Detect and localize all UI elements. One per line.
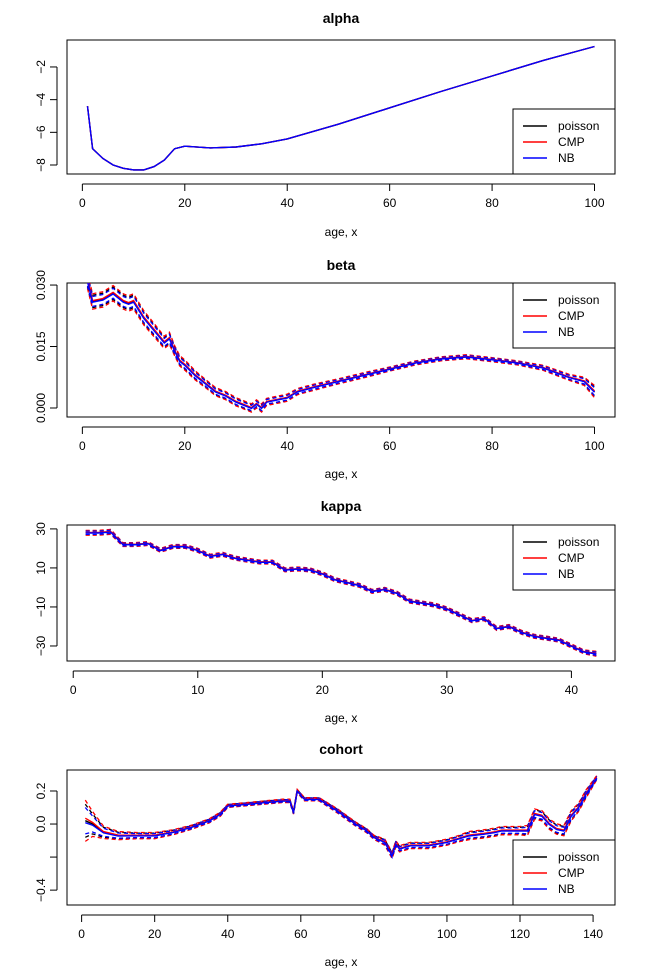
y-tick-label: 0.000	[34, 393, 48, 423]
panel-title: alpha	[323, 10, 360, 26]
x-tick-label: 60	[294, 927, 308, 941]
CMP-lower-band	[85, 533, 597, 657]
plot-frame	[66, 39, 616, 175]
y-tick-label: −6	[34, 125, 48, 139]
y-tick-label: −8	[34, 158, 48, 172]
CMP-upper-band	[85, 528, 597, 652]
x-tick-label: 40	[281, 196, 295, 210]
series-group	[86, 283, 596, 414]
series-group	[84, 775, 598, 861]
x-tick-label: 120	[510, 927, 530, 941]
legend-label: poisson	[558, 850, 599, 864]
NB-lower-band	[85, 532, 597, 656]
legend-label: CMP	[558, 866, 585, 880]
panel-kappa: kappa age, x 0 10 20 30 40 −30 −10 10 30 poisson CMP…	[34, 498, 616, 725]
x-tick-label: 40	[565, 683, 579, 697]
x-tick-label: 80	[485, 196, 499, 210]
legend-label: poisson	[558, 119, 599, 133]
x-tick-label: 20	[178, 439, 192, 453]
x-tick-label: 80	[367, 927, 381, 941]
x-tick-label: 0	[79, 439, 86, 453]
x-axis-label: age, x	[325, 711, 358, 725]
panel-title: cohort	[319, 741, 363, 757]
x-axis-label: age, x	[325, 225, 358, 239]
x-tick-label: 0	[78, 927, 85, 941]
NB-lower-band	[85, 778, 598, 860]
y-tick-label: −30	[34, 635, 48, 656]
NB-lower-band	[86, 285, 595, 412]
x-tick-label: 0	[79, 196, 86, 210]
y-tick-label: −10	[34, 596, 48, 617]
y-tick-label: −2	[34, 60, 48, 74]
y-tick-label: 0.0	[34, 815, 48, 832]
x-tick-label: 40	[221, 927, 235, 941]
legend-label: NB	[558, 325, 575, 339]
panel-title: beta	[327, 257, 356, 273]
x-tick-label: 20	[148, 927, 162, 941]
legend-label: poisson	[558, 293, 599, 307]
NB-upper-band	[88, 283, 595, 407]
x-tick-label: 20	[316, 683, 330, 697]
NB-series-line	[85, 531, 597, 655]
x-axis-label: age, x	[325, 955, 358, 969]
series-group	[85, 528, 597, 657]
NB-series-line	[85, 777, 598, 858]
legend-label: NB	[558, 151, 575, 165]
plot-frame	[66, 282, 616, 418]
x-tick-label: 20	[178, 196, 192, 210]
x-tick-label: 100	[584, 439, 604, 453]
x-tick-label: 0	[70, 683, 77, 697]
y-tick-label: 0.030	[34, 270, 48, 300]
panel-alpha: alpha age, x 0 20 40 60 80 100 −8 −6 −4 −2 poisson CM…	[34, 10, 616, 239]
CMP-lower-band	[86, 288, 596, 414]
panel-beta: beta age, x 0 20 40 60 80 100 0.000 0.015 0.030 poi…	[34, 257, 616, 481]
x-tick-label: 60	[383, 439, 397, 453]
NB-upper-band	[85, 529, 597, 653]
NB-series-line	[86, 45, 595, 171]
NB-series-line	[87, 283, 596, 410]
CMP-upper-band	[84, 775, 598, 854]
x-tick-label: 100	[437, 927, 457, 941]
legend-label: CMP	[558, 135, 585, 149]
series-group	[86, 45, 595, 171]
legend-label: CMP	[558, 309, 585, 323]
y-tick-label: 10	[34, 561, 48, 575]
x-tick-label: 10	[191, 683, 205, 697]
y-tick-label: −4	[34, 92, 48, 106]
y-tick-label: −0.4	[34, 878, 48, 902]
plot-frame	[66, 769, 616, 906]
legend: poisson CMP NB	[512, 839, 616, 906]
x-tick-label: 40	[281, 439, 295, 453]
x-axis-label: age, x	[325, 467, 358, 481]
y-tick-label: 0.2	[34, 782, 48, 799]
x-tick-label: 30	[440, 683, 454, 697]
y-tick-label: 30	[34, 522, 48, 536]
panel-cohort: cohort age, x 0 20 40 60 80 100 120 140 −0.4 0.0 0.2…	[34, 741, 616, 969]
legend-label: CMP	[558, 551, 585, 565]
panel-title: kappa	[321, 498, 362, 514]
NB-upper-band	[84, 776, 598, 856]
legend: poisson CMP NB	[512, 108, 616, 175]
legend-label: NB	[558, 567, 575, 581]
legend: poisson CMP NB	[512, 282, 616, 349]
plot-frame	[66, 524, 616, 662]
x-tick-label: 80	[485, 439, 499, 453]
poisson-lower-band	[86, 286, 595, 413]
y-tick-label: 0.015	[34, 331, 48, 361]
x-tick-label: 140	[583, 927, 603, 941]
legend-label: poisson	[558, 535, 599, 549]
CMP-upper-band	[89, 283, 595, 405]
legend: poisson CMP NB	[512, 524, 616, 591]
legend-label: NB	[558, 882, 575, 896]
x-tick-label: 100	[584, 196, 604, 210]
x-tick-label: 60	[383, 196, 397, 210]
